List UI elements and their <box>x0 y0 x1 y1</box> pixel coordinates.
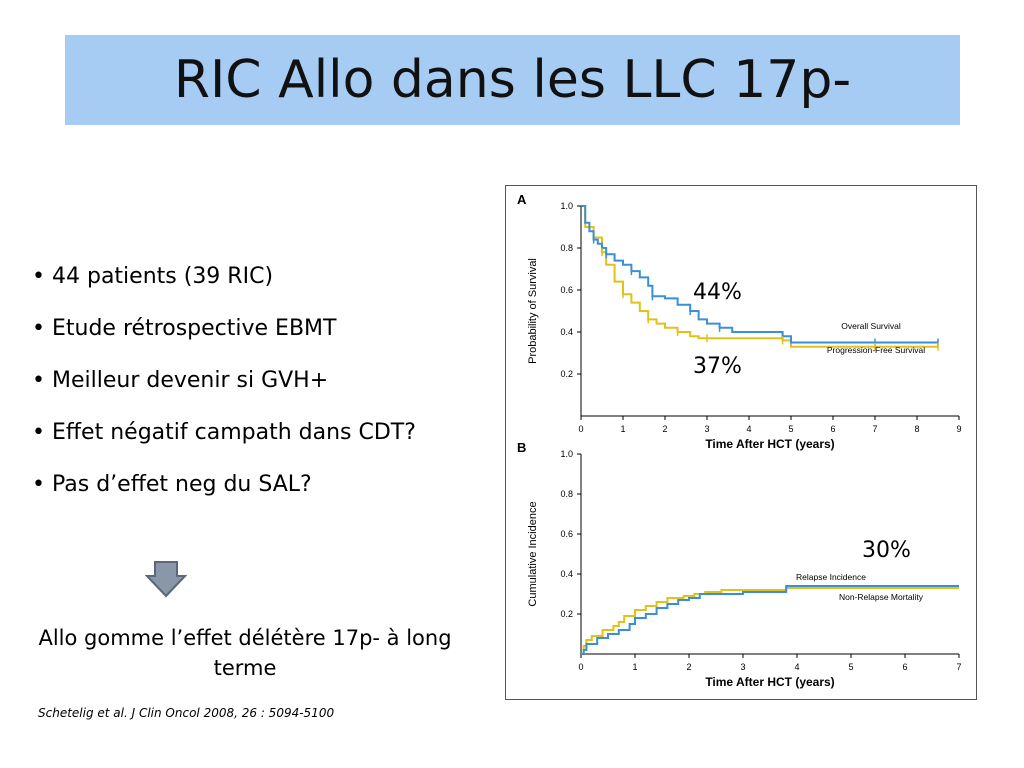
bullet-text: Meilleur devenir si GVH+ <box>52 368 329 393</box>
bullet-text: 44 patients (39 RIC) <box>52 264 274 289</box>
y-axis-label: Probability of Survival <box>527 258 539 364</box>
x-tick-label: 7 <box>872 424 877 434</box>
series-line <box>581 587 959 655</box>
bullet-item: • Etude rétrospective EBMT <box>32 314 462 344</box>
y-tick-label: 0.4 <box>560 569 573 579</box>
x-axis-label: Time After HCT (years) <box>705 437 834 451</box>
x-tick-label: 4 <box>794 662 799 672</box>
series-label: Relapse Incidence <box>796 572 866 582</box>
x-tick-label: 0 <box>578 662 583 672</box>
x-tick-label: 1 <box>632 662 637 672</box>
panel-letter: A <box>517 192 527 207</box>
bullet-marker: • <box>32 420 45 445</box>
x-tick-label: 1 <box>620 424 625 434</box>
bullet-marker: • <box>32 472 45 497</box>
bullet-list: • 44 patients (39 RIC) • Etude rétrospecti… <box>32 262 462 522</box>
x-tick-label: 5 <box>788 424 793 434</box>
annotation-37: 37% <box>693 354 742 379</box>
panel-letter: B <box>517 440 526 455</box>
y-tick-label: 0.2 <box>560 609 573 619</box>
series-line <box>581 205 938 348</box>
series-line <box>581 205 938 344</box>
x-tick-label: 8 <box>914 424 919 434</box>
x-tick-label: 6 <box>830 424 835 434</box>
x-tick-label: 0 <box>578 424 583 434</box>
x-tick-label: 3 <box>704 424 709 434</box>
series-label: Overall Survival <box>841 321 901 331</box>
x-tick-label: 2 <box>686 662 691 672</box>
down-arrow-icon <box>145 561 187 598</box>
x-tick-label: 9 <box>956 424 961 434</box>
x-tick-label: 5 <box>848 662 853 672</box>
y-tick-label: 0.2 <box>560 369 573 379</box>
y-tick-label: 0.4 <box>560 327 573 337</box>
bullet-marker: • <box>32 368 45 393</box>
bullet-text: Pas d’effet neg du SAL? <box>52 472 312 497</box>
x-tick-label: 7 <box>956 662 961 672</box>
bullet-marker: • <box>32 264 45 289</box>
y-axis-label: Cumulative Incidence <box>527 501 539 606</box>
survival-figure: A 0 1 2 3 4 5 6 7 8 9 0.2 0.4 0.6 0.8 1.0 Time After HCT… <box>505 185 977 700</box>
series-label: Non-Relapse Mortality <box>839 592 924 602</box>
bullet-item: • Meilleur devenir si GVH+ <box>32 366 462 396</box>
y-tick-label: 1.0 <box>560 201 573 211</box>
bullet-text: Effet négatif campath dans CDT? <box>52 420 416 445</box>
annotation-30: 30% <box>862 538 911 563</box>
y-tick-label: 0.6 <box>560 285 573 295</box>
x-tick-label: 4 <box>746 424 751 434</box>
annotation-44: 44% <box>693 280 742 305</box>
y-tick-label: 1.0 <box>560 449 573 459</box>
bullet-marker: • <box>32 316 45 341</box>
x-tick-label: 2 <box>662 424 667 434</box>
title-banner: RIC Allo dans les LLC 17p- <box>65 35 960 125</box>
x-axis-label: Time After HCT (years) <box>705 675 834 689</box>
bullet-item: • 44 patients (39 RIC) <box>32 262 462 292</box>
slide-title: RIC Allo dans les LLC 17p- <box>173 50 852 110</box>
series-label: Progression-Free Survival <box>827 345 925 355</box>
series-line <box>581 585 959 655</box>
x-tick-label: 3 <box>740 662 745 672</box>
y-tick-label: 0.8 <box>560 243 573 253</box>
bullet-item: • Effet négatif campath dans CDT? <box>32 418 462 448</box>
bullet-text: Etude rétrospective EBMT <box>52 316 337 341</box>
y-tick-label: 0.8 <box>560 489 573 499</box>
conclusion-text: Allo gomme l’effet délétère 17p- à long … <box>38 626 452 680</box>
y-tick-label: 0.6 <box>560 529 573 539</box>
chart-canvas: A 0 1 2 3 4 5 6 7 8 9 0.2 0.4 0.6 0.8 1.0 Time After HCT… <box>517 192 962 689</box>
x-tick-label: 6 <box>902 662 907 672</box>
bullet-item: • Pas d’effet neg du SAL? <box>32 470 462 500</box>
reference-citation: Schetelig et al. J Clin Oncol 2008, 26 :… <box>38 706 335 720</box>
